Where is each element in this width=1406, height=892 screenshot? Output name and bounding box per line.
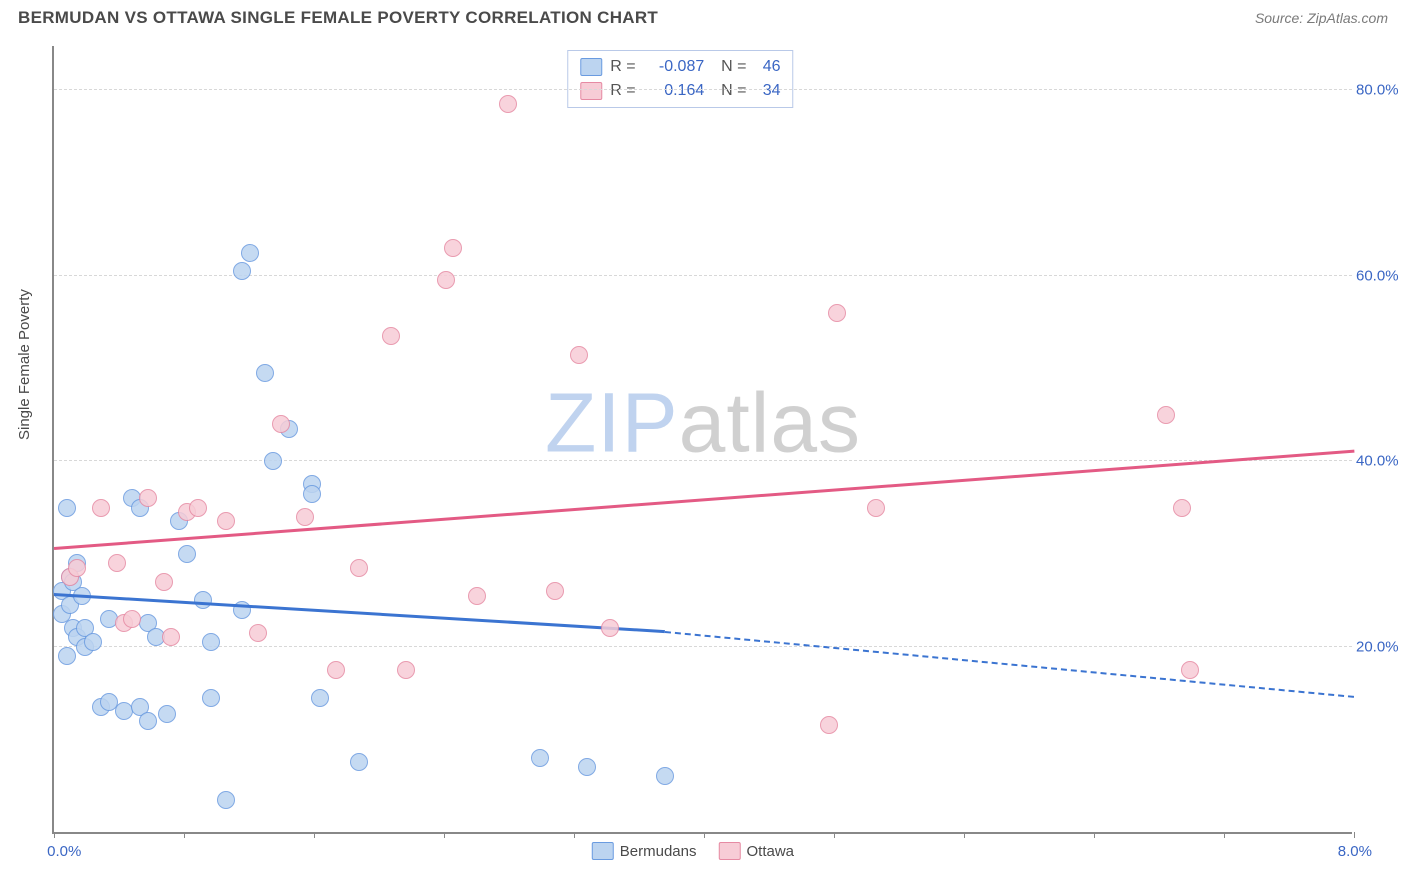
data-point (241, 244, 259, 262)
data-point (601, 619, 619, 637)
gridline (54, 89, 1352, 90)
data-point (1173, 499, 1191, 517)
legend-row-bermudans: R = -0.087 N = 46 (580, 55, 780, 79)
data-point (1157, 406, 1175, 424)
gridline (54, 460, 1352, 461)
data-point (155, 573, 173, 591)
data-point (58, 647, 76, 665)
data-point (546, 582, 564, 600)
y-tick-label: 80.0% (1356, 82, 1406, 99)
chart-title: BERMUDAN VS OTTAWA SINGLE FEMALE POVERTY… (18, 8, 658, 28)
data-point (158, 705, 176, 723)
data-point (327, 661, 345, 679)
data-point (84, 633, 102, 651)
watermark: ZIPatlas (545, 375, 861, 472)
data-point (570, 346, 588, 364)
data-point (217, 512, 235, 530)
data-point (311, 689, 329, 707)
data-point (178, 545, 196, 563)
n-label: N = (712, 79, 746, 103)
n-value-bermudans: 46 (754, 55, 780, 79)
data-point (437, 271, 455, 289)
legend-label-bermudans: Bermudans (620, 843, 697, 860)
data-point (217, 791, 235, 809)
data-point (162, 628, 180, 646)
source-attribution: Source: ZipAtlas.com (1255, 10, 1388, 26)
legend-item-bermudans: Bermudans (592, 842, 697, 860)
r-value-ottawa: 0.164 (648, 79, 704, 103)
data-point (202, 689, 220, 707)
data-point (296, 508, 314, 526)
data-point (499, 95, 517, 113)
data-point (444, 239, 462, 257)
data-point (58, 499, 76, 517)
data-point (249, 624, 267, 642)
x-tick (964, 832, 965, 838)
legend-item-ottawa: Ottawa (718, 842, 794, 860)
y-tick-label: 20.0% (1356, 638, 1406, 655)
data-point (397, 661, 415, 679)
correlation-legend: R = -0.087 N = 46 R = 0.164 N = 34 (567, 50, 793, 108)
data-point (189, 499, 207, 517)
x-tick (574, 832, 575, 838)
watermark-zip: ZIP (545, 376, 679, 470)
n-label: N = (712, 55, 746, 79)
data-point (350, 559, 368, 577)
data-point (820, 716, 838, 734)
data-point (382, 327, 400, 345)
data-point (1181, 661, 1199, 679)
data-point (272, 415, 290, 433)
data-point (139, 712, 157, 730)
data-point (68, 559, 86, 577)
data-point (578, 758, 596, 776)
y-tick-label: 40.0% (1356, 453, 1406, 470)
data-point (264, 452, 282, 470)
gridline (54, 646, 1352, 647)
data-point (303, 485, 321, 503)
y-tick-label: 60.0% (1356, 267, 1406, 284)
data-point (194, 591, 212, 609)
n-value-ottawa: 34 (754, 79, 780, 103)
data-point (92, 499, 110, 517)
x-tick (1224, 832, 1225, 838)
swatch-ottawa-icon (580, 82, 602, 100)
data-point (202, 633, 220, 651)
r-label: R = (610, 79, 640, 103)
x-tick (184, 832, 185, 838)
data-point (108, 554, 126, 572)
x-tick-label: 0.0% (47, 843, 81, 860)
data-point (350, 753, 368, 771)
watermark-atlas: atlas (679, 376, 861, 470)
swatch-ottawa-icon (718, 842, 740, 860)
trend-line (54, 449, 1354, 549)
x-tick (834, 832, 835, 838)
x-tick (444, 832, 445, 838)
data-point (656, 767, 674, 785)
data-point (828, 304, 846, 322)
data-point (123, 610, 141, 628)
x-tick (1354, 832, 1355, 838)
data-point (233, 262, 251, 280)
data-point (468, 587, 486, 605)
data-point (256, 364, 274, 382)
x-tick-label: 8.0% (1338, 843, 1372, 860)
swatch-bermudans-icon (580, 58, 602, 76)
chart-header: BERMUDAN VS OTTAWA SINGLE FEMALE POVERTY… (0, 0, 1406, 32)
x-tick (704, 832, 705, 838)
legend-label-ottawa: Ottawa (746, 843, 794, 860)
data-point (139, 489, 157, 507)
trend-line (665, 631, 1354, 698)
r-value-bermudans: -0.087 (648, 55, 704, 79)
data-point (867, 499, 885, 517)
x-tick (314, 832, 315, 838)
y-axis-label: Single Female Poverty (16, 289, 33, 440)
data-point (531, 749, 549, 767)
r-label: R = (610, 55, 640, 79)
series-legend: Bermudans Ottawa (592, 842, 794, 860)
scatter-plot: ZIPatlas R = -0.087 N = 46 R = 0.164 N =… (52, 46, 1352, 834)
legend-row-ottawa: R = 0.164 N = 34 (580, 79, 780, 103)
x-tick (54, 832, 55, 838)
x-tick (1094, 832, 1095, 838)
swatch-bermudans-icon (592, 842, 614, 860)
